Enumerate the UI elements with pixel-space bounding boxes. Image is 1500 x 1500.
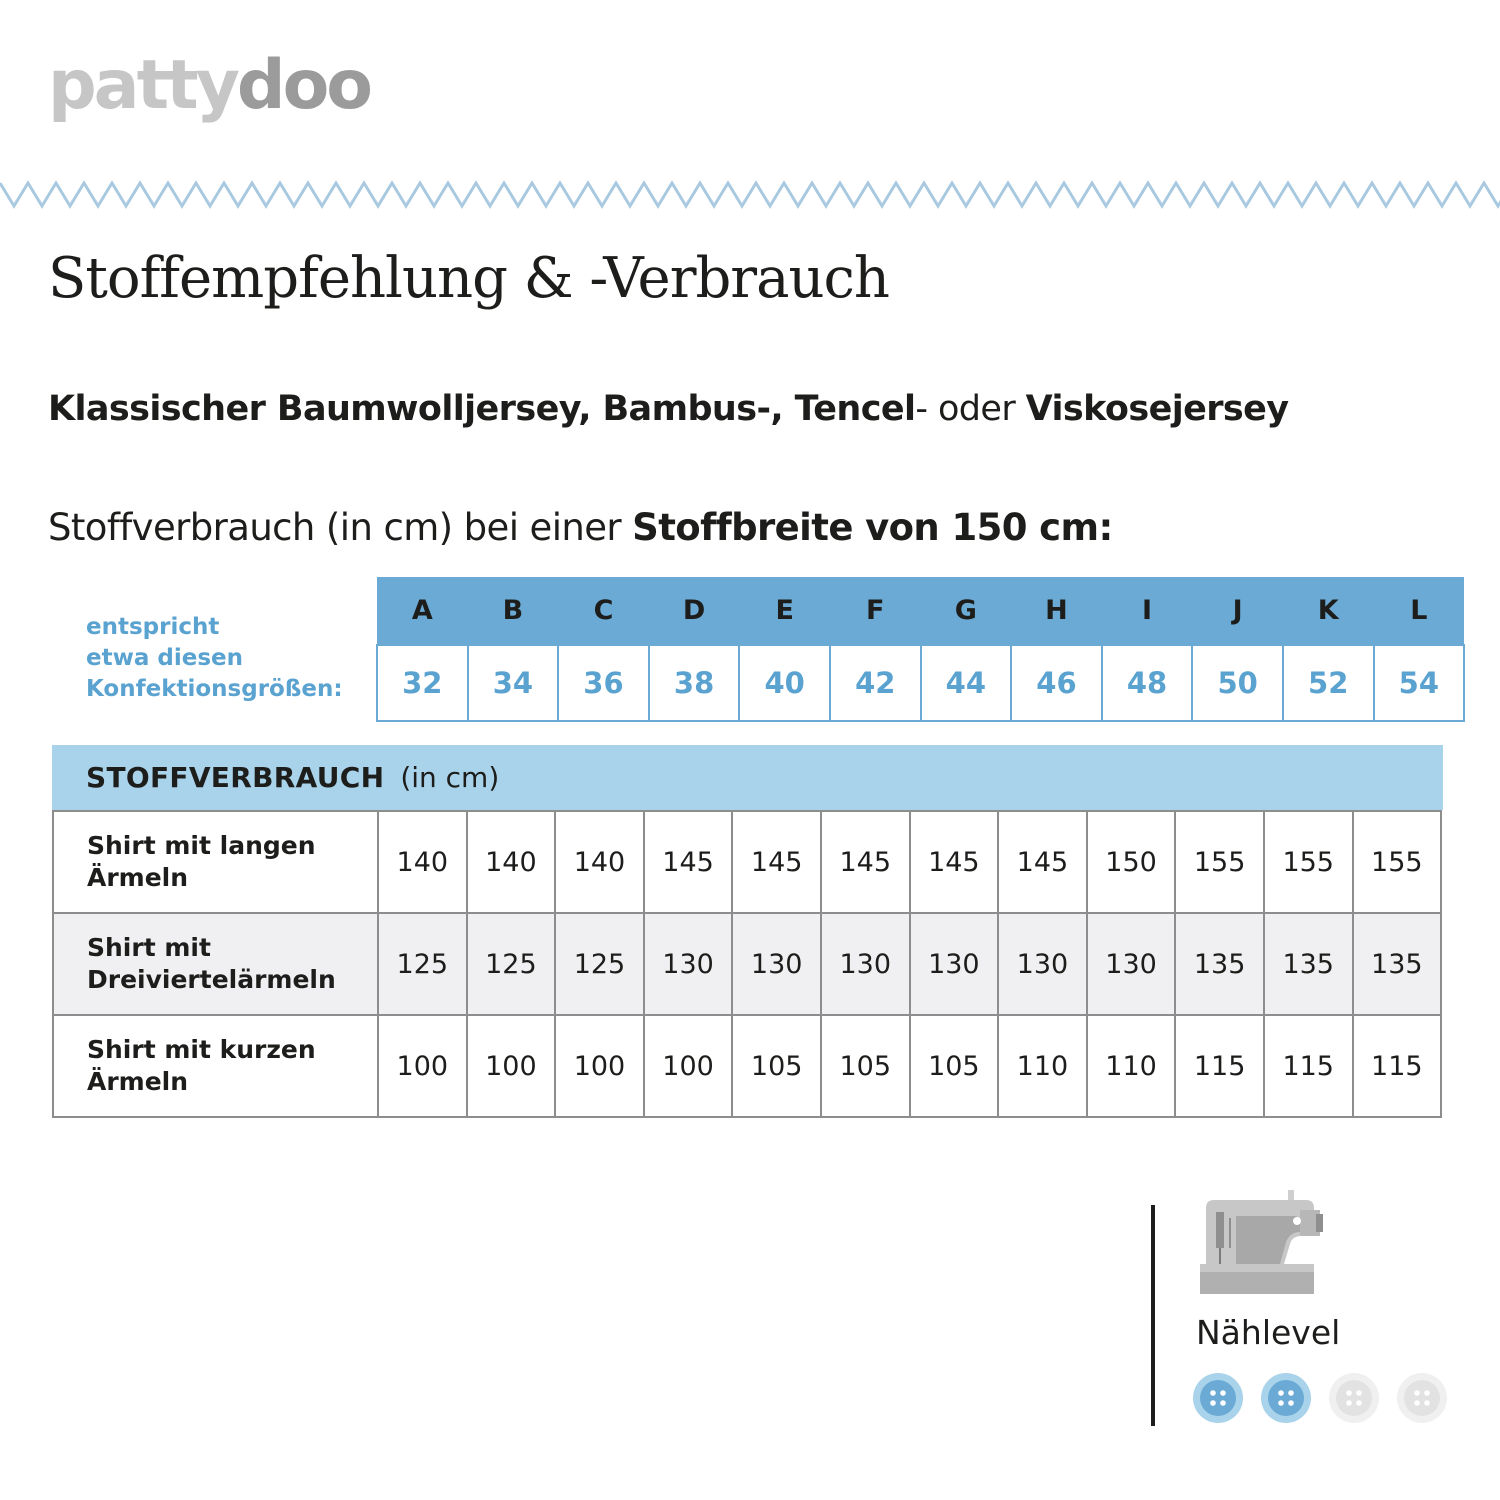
divider-line [1151, 1205, 1155, 1426]
button-icon-empty [1397, 1373, 1447, 1423]
table-cell: 130 [642, 912, 734, 1016]
usage-heading-unit: (in cm) [400, 761, 500, 794]
row-label: Shirt mit langen Ärmeln [52, 810, 379, 914]
size-letter: J [1192, 577, 1283, 645]
row-label: Shirt mit Dreiviertelärmeln [52, 912, 379, 1016]
usage-heading-title: STOFFVERBRAUCH [86, 761, 385, 794]
table-cell: 105 [819, 1014, 911, 1118]
sewing-machine-icon [1200, 1190, 1323, 1294]
size-number: 36 [557, 644, 650, 722]
table-cell: 130 [997, 912, 1088, 1016]
table-cell: 150 [1085, 810, 1177, 914]
table-cell: 145 [908, 810, 1000, 914]
size-number-row: 32 34 36 38 40 42 44 46 48 50 52 54 [376, 644, 1466, 722]
usage-table: Shirt mit langen Ärmeln 140 140 140 145 1… [52, 810, 1443, 1118]
table-cell: 105 [731, 1014, 822, 1118]
size-letter: I [1101, 577, 1193, 645]
table-cell: 130 [731, 912, 822, 1016]
table-cell: 145 [819, 810, 911, 914]
size-note-line: etwa diesen [86, 645, 243, 671]
size-number: 32 [376, 644, 469, 722]
row-label: Shirt mit kurzen Ärmeln [52, 1014, 379, 1118]
table-row: Shirt mit langen Ärmeln 140 140 140 145 1… [52, 810, 1443, 914]
size-note: entspricht etwa diesen Konfektionsgrößen… [86, 612, 343, 705]
table-cell: 140 [465, 810, 557, 914]
size-number: 52 [1281, 644, 1375, 722]
table-cell: 125 [554, 912, 645, 1016]
size-letter: G [920, 577, 1012, 645]
size-number: 34 [466, 644, 560, 722]
table-cell: 125 [465, 912, 557, 1016]
table-cell: 140 [377, 810, 468, 914]
table-cell: 110 [997, 1014, 1088, 1118]
table-cell: 100 [377, 1014, 468, 1118]
size-number: 44 [919, 644, 1013, 722]
sewing-level-rating [1192, 1372, 1448, 1424]
table-cell: 100 [465, 1014, 557, 1118]
size-number: 38 [647, 644, 741, 722]
table-cell: 130 [819, 912, 911, 1016]
table-cell: 155 [1174, 810, 1265, 914]
table-cell: 115 [1174, 1014, 1265, 1118]
size-number: 54 [1372, 644, 1466, 722]
usage-table-heading: STOFFVERBRAUCH (in cm) [52, 745, 1443, 810]
size-letter-row: A B C D E F G H I J K L [377, 577, 1465, 645]
size-letter: D [648, 577, 740, 645]
table-cell: 115 [1351, 1014, 1443, 1118]
size-number: 46 [1010, 644, 1103, 722]
size-letter: C [558, 577, 649, 645]
table-cell: 155 [1262, 810, 1354, 914]
usage-intro: Stoffverbrauch (in cm) bei einer Stoffbr… [48, 506, 1113, 549]
zigzag-divider [0, 180, 1500, 209]
table-cell: 130 [1085, 912, 1177, 1016]
button-icon-filled [1261, 1373, 1311, 1423]
sewing-level-label: Nählevel [1196, 1313, 1341, 1352]
size-letter: H [1011, 577, 1102, 645]
table-cell: 100 [554, 1014, 645, 1118]
table-cell: 135 [1262, 912, 1354, 1016]
table-cell: 115 [1262, 1014, 1354, 1118]
size-number: 42 [828, 644, 922, 722]
fabric-recommendation: Klassischer Baumwolljersey, Bambus-, Ten… [48, 389, 1289, 429]
table-cell: 135 [1351, 912, 1443, 1016]
table-cell: 155 [1351, 810, 1443, 914]
size-note-line: Konfektionsgrößen: [86, 676, 343, 702]
size-letter: E [739, 577, 830, 645]
table-cell: 100 [642, 1014, 734, 1118]
button-icon-empty [1329, 1373, 1379, 1423]
table-cell: 145 [642, 810, 734, 914]
page-title: Stoffempfehlung & -Verbrauch [48, 246, 890, 311]
size-number: 50 [1191, 644, 1284, 722]
size-letter: F [829, 577, 921, 645]
table-cell: 135 [1174, 912, 1265, 1016]
size-number: 48 [1100, 644, 1194, 722]
table-row: Shirt mit Dreiviertelärmeln 125 125 125 1… [52, 912, 1443, 1016]
table-row: Shirt mit kurzen Ärmeln 100 100 100 100 1… [52, 1014, 1443, 1118]
size-letter: A [377, 577, 468, 645]
button-icon-filled [1193, 1373, 1243, 1423]
size-note-line: entspricht [86, 614, 220, 640]
size-number: 40 [738, 644, 831, 722]
table-cell: 105 [908, 1014, 1000, 1118]
table-cell: 145 [731, 810, 822, 914]
table-cell: 130 [908, 912, 1000, 1016]
table-cell: 140 [554, 810, 645, 914]
table-cell: 125 [377, 912, 468, 1016]
table-cell: 110 [1085, 1014, 1177, 1118]
size-letter: K [1282, 577, 1374, 645]
size-letter: L [1373, 577, 1465, 645]
pattydoo-logo: pattydoo [48, 46, 373, 125]
size-letter: B [467, 577, 559, 645]
table-cell: 145 [997, 810, 1088, 914]
size-table: A B C D E F G H I J K L 32 34 36 38 40 4… [376, 577, 1466, 722]
